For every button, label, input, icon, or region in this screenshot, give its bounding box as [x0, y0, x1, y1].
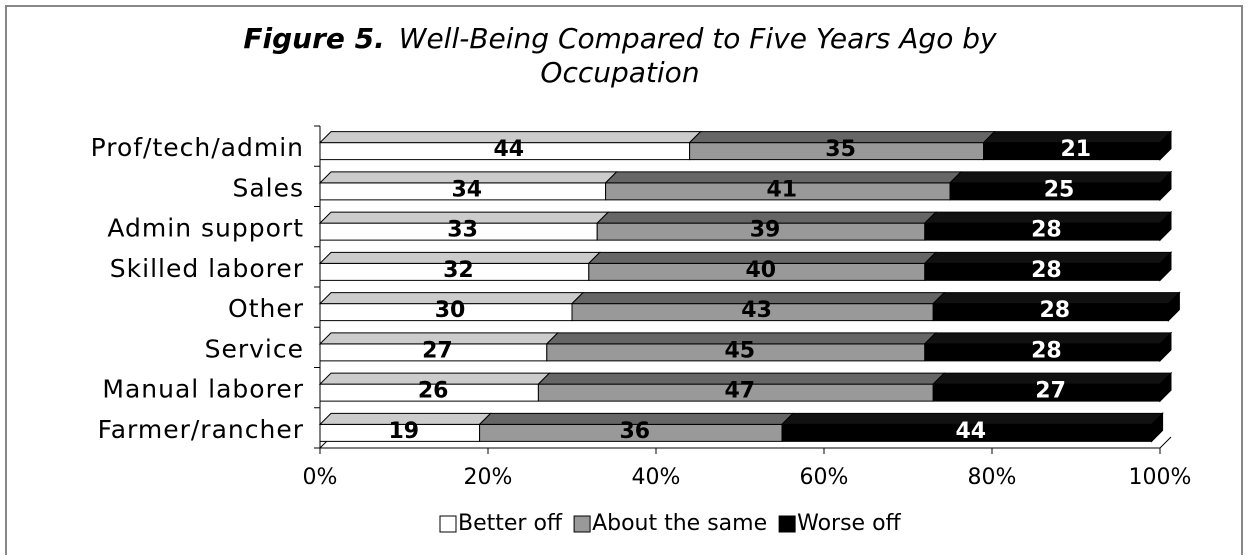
bar-segment	[780, 412, 1164, 443]
category-label: Service	[205, 334, 304, 363]
bar-segment	[545, 332, 938, 362]
x-tick-label: 40%	[632, 465, 681, 490]
value-label: 19	[388, 419, 419, 444]
category-label: Skilled laborer	[110, 254, 304, 283]
value-label: 43	[741, 298, 772, 323]
category-label: Prof/tech/admin	[91, 133, 304, 162]
bar-segment	[931, 371, 1173, 403]
bar-segment	[318, 372, 551, 402]
category-label: Manual laborer	[102, 375, 304, 404]
value-label: 41	[766, 177, 797, 202]
x-tick-label: 100%	[1129, 465, 1192, 490]
value-label: 28	[1039, 298, 1070, 323]
category-label: Admin support	[107, 214, 304, 243]
bar-segment	[318, 131, 702, 161]
legend-swatch	[439, 515, 457, 533]
value-label: 28	[1031, 218, 1062, 243]
bar-segment	[931, 291, 1181, 322]
value-label: 25	[1044, 177, 1075, 202]
legend-label: About the same	[592, 511, 767, 536]
value-label: 27	[422, 338, 453, 363]
bar-side	[1167, 291, 1180, 322]
legend-label: Worse off	[797, 511, 901, 536]
bar-side	[1159, 210, 1172, 242]
category-label: Sales	[232, 173, 304, 202]
value-label: 28	[1031, 338, 1062, 363]
value-label: 39	[750, 218, 781, 243]
value-label: 44	[955, 419, 986, 444]
bar-segment	[478, 412, 795, 442]
bar-side	[1159, 130, 1172, 161]
bar-segment	[923, 210, 1173, 242]
figure-label: Figure 5.	[243, 22, 384, 55]
title-text: Well-Being Compared to Five Years Ago by	[399, 22, 997, 55]
value-label: 32	[443, 258, 474, 283]
value-label: 27	[1035, 379, 1066, 404]
x-tick-label: 0%	[303, 465, 338, 490]
bar-side	[1159, 251, 1172, 282]
bar-segment	[318, 171, 618, 201]
value-label: 34	[451, 177, 482, 202]
bar-segment	[948, 170, 1173, 202]
bar-segment	[587, 251, 938, 281]
legend-swatch	[573, 515, 591, 533]
chart-border	[5, 5, 1243, 559]
title-text-line2: Occupation	[540, 56, 699, 89]
category-label: Farmer/rancher	[98, 415, 304, 444]
value-label: 45	[724, 338, 755, 363]
bar-segment	[318, 412, 492, 442]
bar-segment	[923, 251, 1173, 282]
bar-segment	[318, 292, 585, 322]
chart-title: Figure 5. Well-Being Compared to Five Yea…	[243, 22, 997, 89]
value-label: 26	[418, 379, 449, 404]
bar-segment	[318, 211, 610, 241]
value-label: 30	[435, 298, 466, 323]
bar-segment	[318, 251, 602, 281]
value-label: 28	[1031, 258, 1062, 283]
x-tick-label: 20%	[464, 465, 513, 490]
bar-segment	[595, 211, 938, 241]
bar-segment	[982, 130, 1173, 161]
legend-swatch	[778, 515, 796, 533]
bar-segment	[570, 292, 946, 322]
value-label: 44	[493, 137, 524, 162]
bar-side	[1151, 412, 1164, 443]
value-label: 36	[619, 419, 650, 444]
bar-segment	[688, 131, 996, 161]
value-label: 33	[447, 218, 478, 243]
x-tick-label: 80%	[968, 465, 1017, 490]
value-label: 47	[724, 379, 755, 404]
value-label: 40	[745, 258, 776, 283]
bar-segment	[923, 331, 1173, 363]
category-label: Other	[228, 294, 304, 323]
value-label: 35	[825, 137, 856, 162]
x-tick-label: 60%	[800, 465, 849, 490]
value-label: 21	[1060, 137, 1091, 162]
x-axis-back	[1159, 436, 1172, 449]
bar-side	[1159, 170, 1172, 202]
legend-label: Better off	[458, 511, 563, 536]
bar-side	[1159, 371, 1172, 403]
bar-segment	[604, 171, 963, 201]
bar-side	[1159, 331, 1172, 363]
